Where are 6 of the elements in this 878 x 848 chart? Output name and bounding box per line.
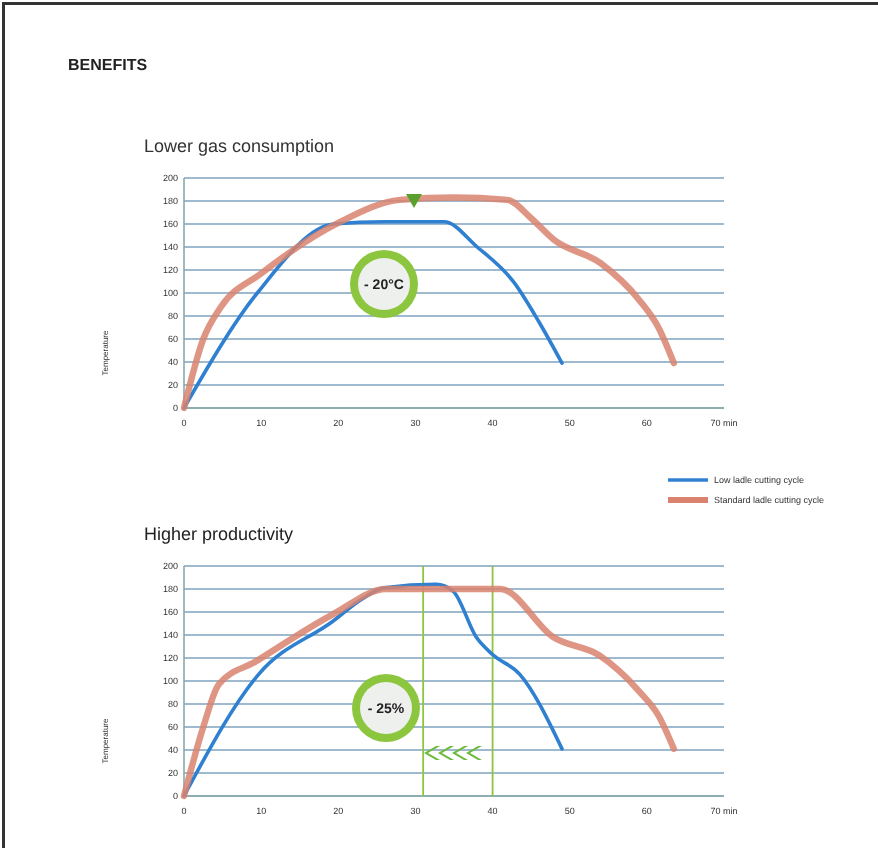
line-series <box>182 219 564 410</box>
line-series <box>180 194 678 412</box>
chart-title: Higher productivity <box>144 524 295 544</box>
line-series <box>180 585 678 800</box>
chart-title: BENEFITS <box>68 56 149 74</box>
chart-subtitle: Lower gas consumption <box>144 136 335 156</box>
